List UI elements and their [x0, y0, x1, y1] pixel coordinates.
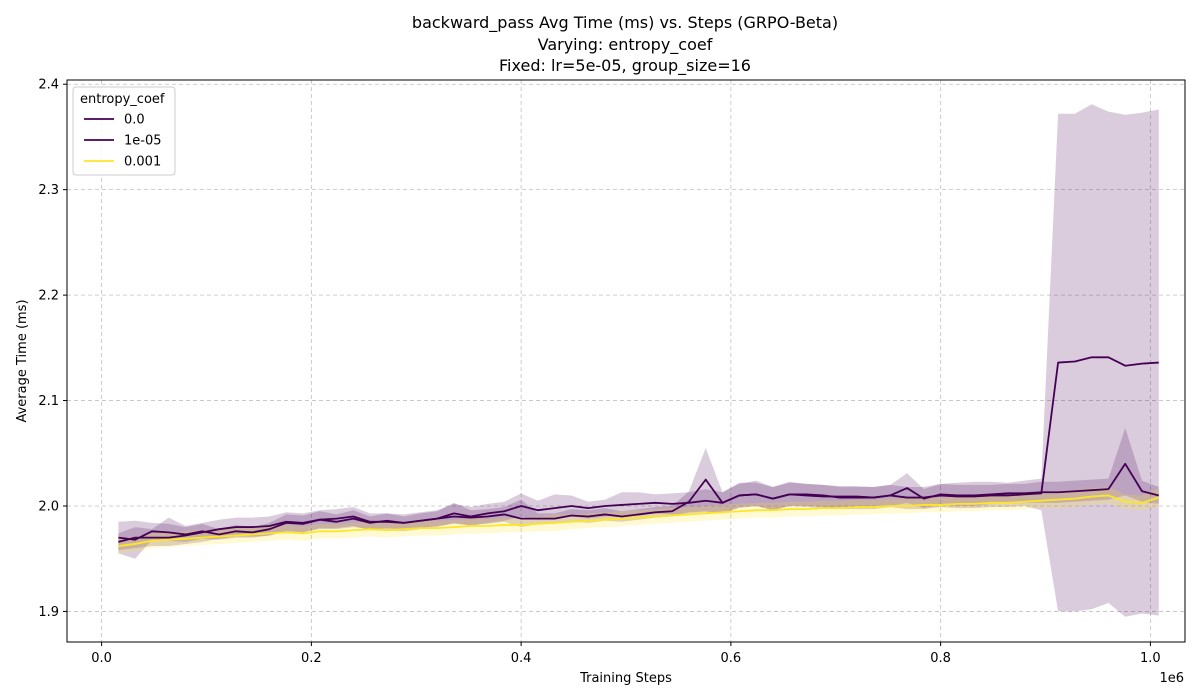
title-line-2: Varying: entropy_coef [538, 35, 713, 55]
y-tick-label: 1.9 [38, 605, 59, 620]
y-tick-label: 2.4 [38, 78, 59, 93]
x-tick-label: 0.0 [91, 651, 112, 666]
x-axis-label: Training Steps [579, 671, 672, 686]
confidence-band-0 [118, 427, 1159, 559]
chart-title: backward_pass Avg Time (ms) vs. Steps (G… [412, 13, 838, 76]
x-tick-label: 0.2 [301, 651, 322, 666]
plot-frame [66, 79, 1186, 643]
y-tick-label: 2.3 [38, 183, 59, 198]
legend-entries: 0.0 1e-05 0.001 [84, 113, 162, 170]
series-line-1 [118, 356, 1159, 543]
confidence-band-1 [118, 104, 1159, 617]
x-tick-label: 0.6 [721, 651, 742, 666]
x-tick-label: 1.0 [1140, 651, 1161, 666]
legend: entropy_coef 0.0 1e-05 0.001 [72, 86, 176, 176]
y-axis-label: Average Time (ms) [15, 299, 30, 422]
y-tick-label: 2.0 [38, 499, 59, 514]
y-tick-label: 2.2 [38, 289, 59, 304]
legend-label: 0.001 [124, 155, 161, 170]
legend-title: entropy_coef [80, 92, 165, 107]
confidence-bands [118, 104, 1159, 617]
legend-label: 1e-05 [124, 134, 162, 149]
title-line-3: Fixed: lr=5e-05, group_size=16 [499, 56, 751, 76]
y-tick-label: 2.1 [38, 394, 59, 409]
x-axis-ticks: 0.0 0.2 0.4 0.6 0.8 1.0 [91, 642, 1161, 666]
x-tick-label: 0.8 [930, 651, 951, 666]
confidence-band-2 [118, 487, 1159, 554]
series-lines [118, 356, 1160, 547]
legend-box [72, 86, 176, 176]
x-tick-label: 0.4 [511, 651, 532, 666]
legend-label: 0.0 [124, 113, 145, 128]
y-axis-ticks: 1.9 2.0 2.1 2.2 2.3 2.4 [38, 78, 67, 620]
series-line-2 [118, 494, 1160, 547]
x-axis-offset-label: 1e6 [1159, 671, 1184, 686]
title-line-1: backward_pass Avg Time (ms) vs. Steps (G… [412, 13, 838, 33]
series-line-0 [118, 462, 1159, 541]
grid [67, 80, 1185, 642]
